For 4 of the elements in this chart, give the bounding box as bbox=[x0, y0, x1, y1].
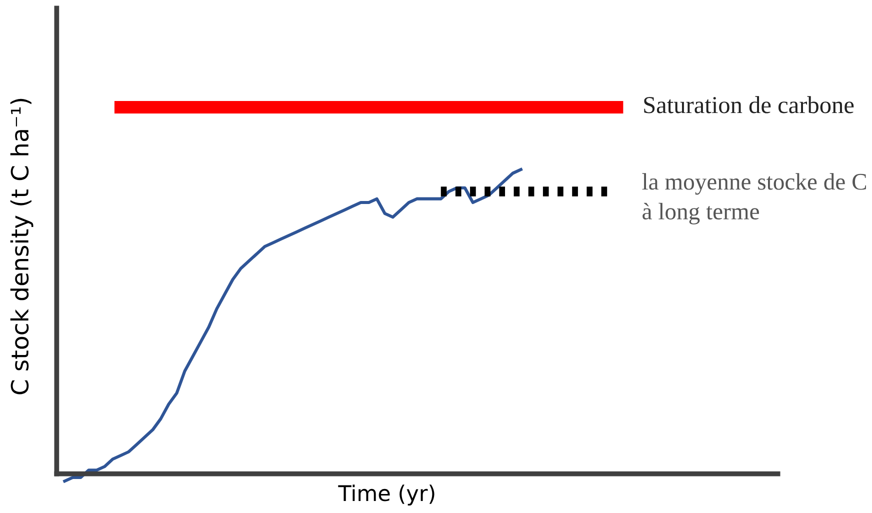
x-axis-title: Time (yr) bbox=[338, 484, 434, 506]
series-label: Saturation de carbone bbox=[644, 96, 854, 114]
series-label: la moyenne stocke de C à long terme bbox=[642, 173, 866, 224]
y-axis-title: C stock density (t C ha⁻¹) bbox=[10, 98, 34, 394]
